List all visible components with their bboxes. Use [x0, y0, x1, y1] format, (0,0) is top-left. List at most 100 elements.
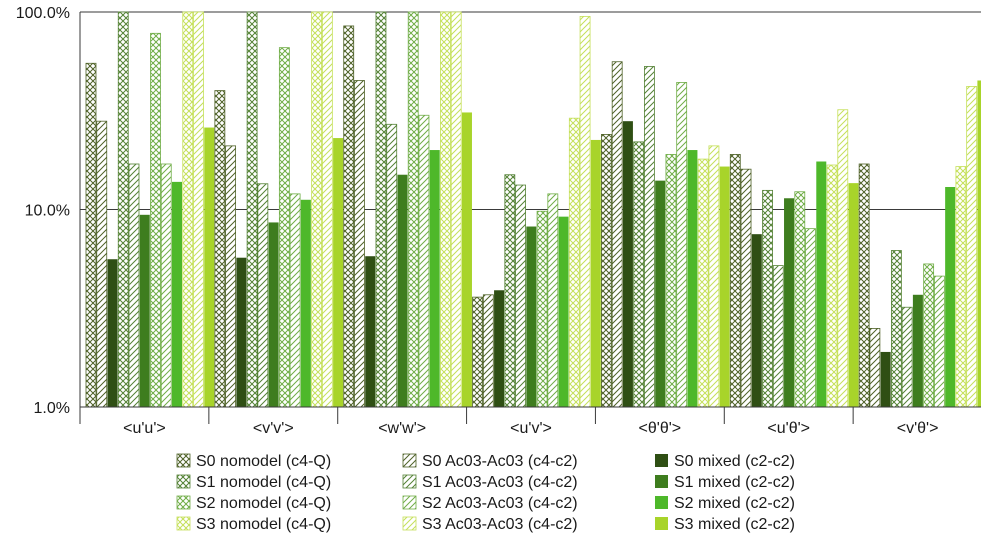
bar — [933, 275, 945, 408]
legend-swatch — [655, 496, 668, 509]
bar — [558, 216, 569, 407]
bar — [204, 127, 215, 408]
bar — [955, 166, 967, 408]
bar — [365, 256, 376, 407]
bar — [837, 109, 849, 408]
bar — [375, 11, 387, 408]
bar — [172, 181, 182, 407]
bar — [450, 11, 462, 408]
legend-swatch — [176, 495, 191, 510]
legend-swatch — [655, 454, 668, 467]
legend-swatch — [402, 516, 417, 531]
bar — [311, 11, 323, 408]
bar — [633, 141, 645, 408]
x-tick-label: <v'v'> — [253, 420, 294, 437]
bar — [343, 25, 355, 408]
legend: S0 nomodel (c4-Q) S0 Ac03-Ac03 (c4-c2) S0 … — [176, 453, 795, 533]
bar — [880, 351, 891, 407]
legend-label: S1 nomodel (c4-Q) — [196, 474, 331, 491]
legend-label: S2 mixed (c2-c2) — [674, 495, 795, 512]
bar — [107, 259, 118, 407]
bar — [482, 294, 494, 408]
x-tick-label: <u'θ'> — [767, 420, 810, 437]
bar — [966, 86, 978, 408]
bar — [890, 250, 902, 408]
bar — [278, 47, 290, 408]
bar — [676, 82, 688, 408]
legend-label: S2 Ac03-Ac03 (c4-c2) — [422, 495, 578, 512]
bar — [117, 11, 129, 408]
bar — [772, 265, 784, 408]
x-tick-label: <v'θ'> — [897, 420, 939, 437]
bar — [579, 15, 591, 408]
bar — [246, 11, 258, 408]
bar — [193, 11, 204, 408]
bar — [719, 166, 730, 407]
bar — [461, 112, 472, 408]
bar — [655, 180, 666, 407]
bar — [622, 121, 633, 408]
bar — [429, 150, 440, 407]
legend-swatch — [655, 475, 668, 488]
bar — [697, 158, 709, 408]
legend-label: S0 nomodel (c4-Q) — [196, 453, 331, 470]
bar — [150, 32, 161, 408]
bar — [805, 228, 816, 408]
bar — [665, 154, 677, 408]
bar — [526, 226, 537, 407]
bar — [858, 163, 870, 408]
bar — [945, 186, 956, 407]
bar — [257, 183, 269, 408]
bar — [901, 306, 913, 408]
bar — [472, 296, 483, 408]
legend-swatch — [176, 453, 191, 468]
bar — [214, 90, 226, 408]
bar — [611, 61, 623, 408]
bar — [977, 80, 981, 407]
y-tick-label: 1.0% — [34, 400, 70, 417]
legend-swatch — [655, 517, 668, 530]
bar — [923, 263, 935, 408]
bar — [386, 123, 398, 408]
legend-label: S0 Ac03-Ac03 (c4-c2) — [422, 453, 578, 470]
bar — [440, 11, 451, 408]
bar — [236, 257, 247, 407]
bar — [354, 80, 365, 408]
bar — [300, 199, 311, 407]
bar — [708, 145, 720, 408]
bar — [601, 134, 612, 408]
bar — [418, 114, 430, 408]
x-tick-label: <u'v'> — [510, 420, 552, 437]
bar — [848, 183, 859, 407]
bar — [289, 193, 301, 408]
bar — [547, 193, 559, 408]
bar — [139, 214, 150, 407]
x-tick-label: <θ'θ'> — [639, 420, 682, 437]
bar — [85, 62, 97, 408]
bar — [128, 163, 140, 408]
bar — [816, 161, 827, 407]
bar — [826, 164, 838, 408]
bar — [729, 154, 741, 408]
bar — [494, 290, 505, 407]
bar — [96, 120, 108, 408]
bars-group — [85, 11, 981, 408]
bar — [182, 11, 194, 408]
bar — [333, 138, 344, 407]
legend-label: S3 mixed (c2-c2) — [674, 516, 795, 533]
legend-label: S3 Ac03-Ac03 (c4-c2) — [422, 516, 578, 533]
legend-swatch — [402, 474, 417, 489]
legend-swatch — [176, 474, 191, 489]
legend-swatch — [402, 453, 417, 468]
legend-swatch — [402, 495, 417, 510]
x-tick-label: <w'w'> — [378, 420, 426, 437]
y-tick-label: 100.0% — [16, 5, 70, 22]
bar — [794, 191, 806, 408]
bar — [504, 174, 516, 408]
x-tick-label: <u'u'> — [123, 420, 166, 437]
bar — [397, 174, 408, 407]
bar — [160, 163, 172, 408]
bar — [751, 234, 762, 407]
bar — [225, 145, 237, 408]
